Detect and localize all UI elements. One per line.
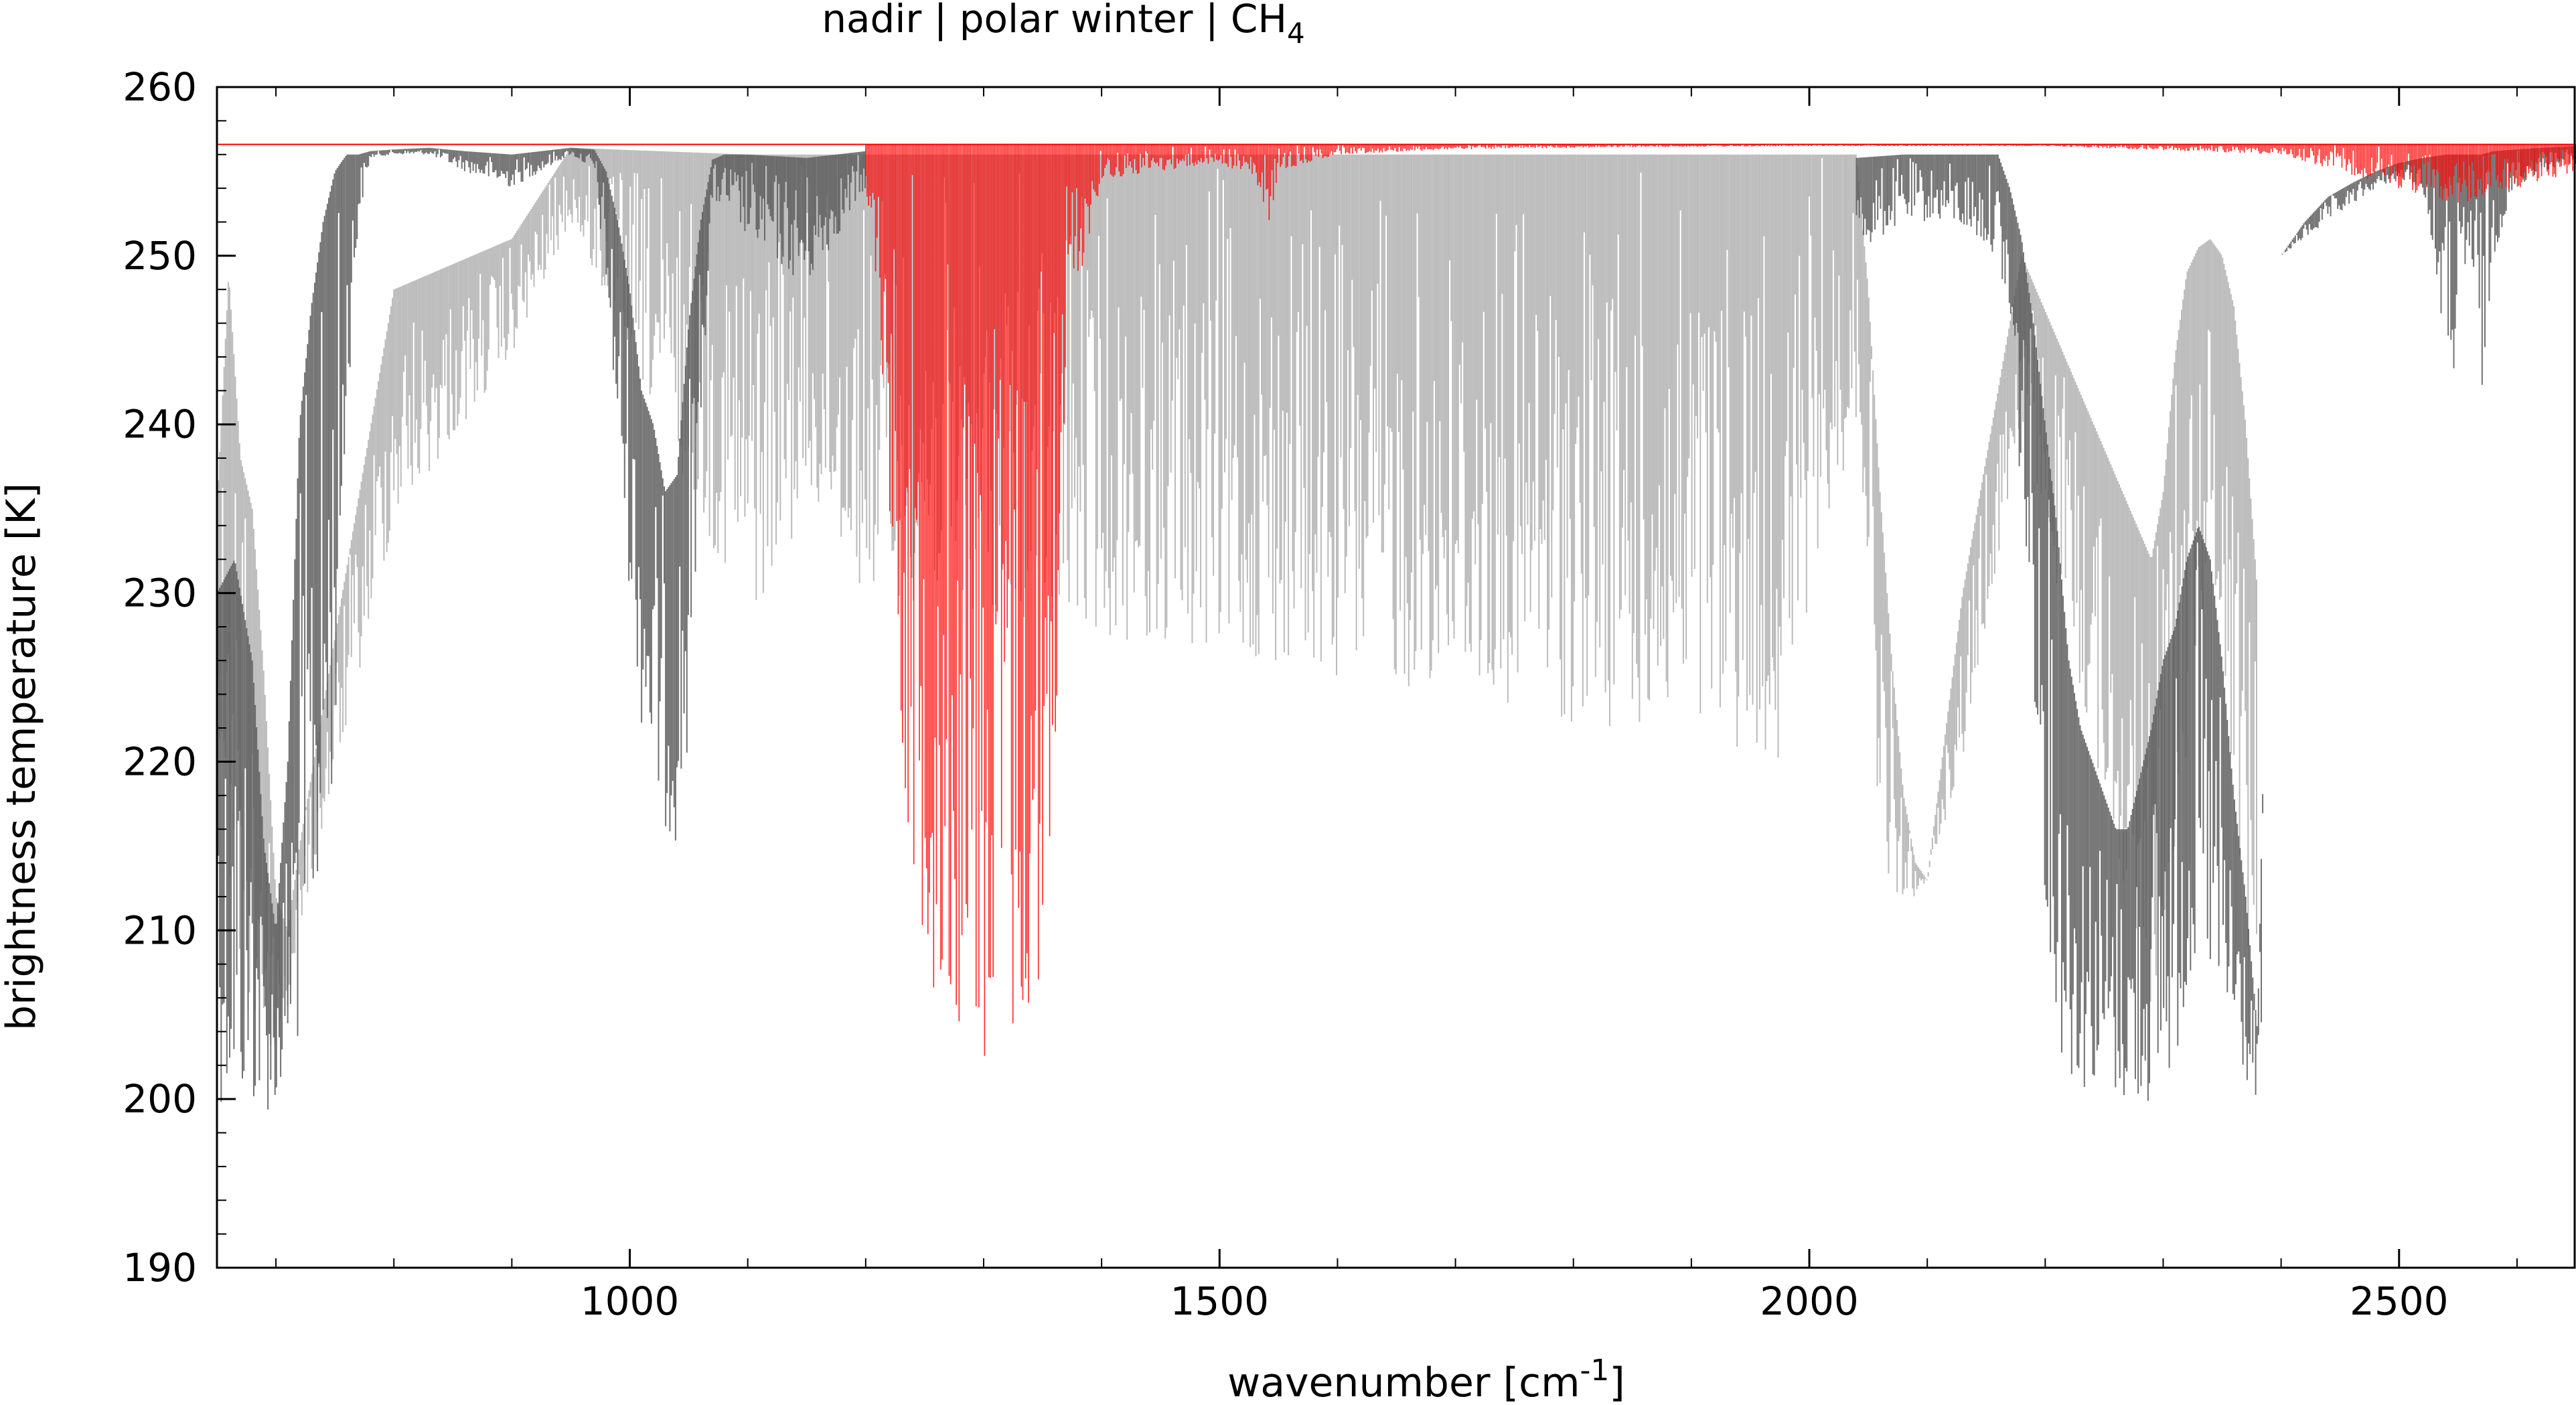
axes: 190 200 210 220 230 240 250 260 1000 1500 2000 2500 [123, 64, 2576, 1324]
plot-frame [216, 86, 2576, 1269]
y-tick-label-250: 250 [123, 233, 197, 279]
x-tick-label-2500: 2500 [2350, 1278, 2449, 1324]
y-tick-label-210: 210 [123, 907, 197, 953]
x-tick-label-1500: 1500 [1170, 1278, 1269, 1324]
series-total-dark-2 [1855, 154, 2264, 1101]
y-tick-label-200: 200 [123, 1076, 197, 1122]
x-tick-label-1000: 1000 [581, 1278, 680, 1324]
chart-title: nadir | polar winter | CH4 [822, 0, 1305, 50]
series-lines-total-dark-3 [2281, 146, 2576, 385]
series-total-dark-3 [2281, 146, 2576, 385]
x-axis-title: wavenumber [cm-1] [1227, 1353, 1625, 1405]
series-lines-total-light [216, 147, 2257, 1045]
y-tick-label-230: 230 [123, 571, 197, 616]
series-lines-total-dark-2 [1855, 154, 2264, 1101]
dark-gray-spectrum [216, 146, 2576, 1110]
y-tick-label-190: 190 [123, 1245, 197, 1290]
y-tick-label-220: 220 [123, 739, 197, 784]
y-tick-label-260: 260 [123, 64, 197, 110]
ch4-red-spectrum [217, 143, 2576, 1056]
y-axis-title: brightness temperature [K] [0, 483, 45, 1031]
light-gray-spectrum [216, 147, 2257, 1045]
x-tick-label-2000: 2000 [1760, 1278, 1859, 1324]
series-total-light [216, 147, 2257, 1045]
y-tick-label-240: 240 [123, 402, 197, 447]
